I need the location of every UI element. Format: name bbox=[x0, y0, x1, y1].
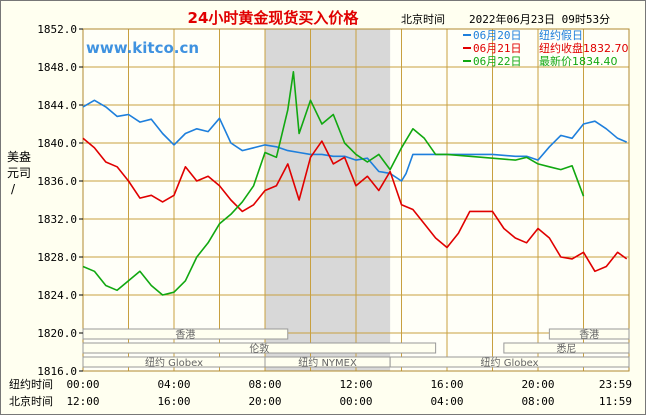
market-band bbox=[548, 328, 630, 340]
ny-time-tick: 04:00 bbox=[157, 378, 190, 391]
y-tick-label: 1828.0 bbox=[37, 251, 77, 264]
y-tick-label: 1832.0 bbox=[37, 213, 77, 226]
market-band-label: 纽约 NYMEX bbox=[298, 356, 357, 369]
legend-series-name: 06月20日 bbox=[473, 29, 522, 42]
y-tick-label: 1836.0 bbox=[37, 175, 77, 188]
bj-time-tick: 12:00 bbox=[66, 395, 99, 408]
y-tick-label: 1852.0 bbox=[37, 23, 77, 36]
y-tick-label: 1824.0 bbox=[37, 289, 77, 302]
series-line-3 bbox=[82, 71, 585, 296]
market-band-label: 纽约 Globex bbox=[481, 356, 539, 369]
legend-series-name: 06月22日 bbox=[473, 55, 522, 68]
market-band bbox=[503, 342, 630, 354]
y-axis-ticks: 1816.0 1820.0 1824.0 1828.0 1832.0 1836.0 1840… bbox=[37, 23, 83, 378]
price-series bbox=[82, 71, 628, 296]
ny-time-tick: 08:00 bbox=[248, 378, 281, 391]
y-tick-label: 1848.0 bbox=[37, 61, 77, 74]
beijing-time-label: 北京时间 bbox=[401, 12, 445, 26]
market-band-label: 纽约 Globex bbox=[145, 356, 203, 369]
legend-series-note: 最新价1834.40 bbox=[539, 54, 618, 68]
y-axis-label-char: 美 bbox=[7, 150, 19, 164]
current-timestamp: 2022年06月23日 09时53分 bbox=[469, 12, 610, 26]
ny-time-axis-label: 纽约时间 bbox=[9, 377, 53, 391]
y-tick-label: 1844.0 bbox=[37, 99, 77, 112]
bj-time-tick: 04:00 bbox=[430, 395, 463, 408]
nymex-shaded-region bbox=[265, 29, 391, 371]
ny-time-tick: 20:00 bbox=[521, 378, 554, 391]
market-band bbox=[82, 328, 289, 340]
bj-time-tick: 16:00 bbox=[157, 395, 190, 408]
y-axis-label-char: 元 bbox=[7, 166, 19, 180]
market-band-label: 香港 bbox=[175, 329, 195, 341]
market-band-label: 香港 bbox=[579, 329, 599, 341]
y-tick-label: 1820.0 bbox=[37, 327, 77, 340]
y-axis-label-char: 盎 bbox=[19, 150, 31, 164]
series-line-2 bbox=[82, 137, 628, 273]
bj-time-axis-label: 北京时间 bbox=[9, 394, 53, 408]
chart-title: 24小时黄金现货买入价格 bbox=[188, 9, 360, 27]
market-band bbox=[82, 342, 437, 354]
y-tick-label: 1816.0 bbox=[37, 365, 77, 378]
ny-time-tick: 16:00 bbox=[430, 378, 463, 391]
y-tick-label: 1840.0 bbox=[37, 137, 77, 150]
ny-time-tick: 00:00 bbox=[66, 378, 99, 391]
series-line-1 bbox=[82, 99, 628, 182]
market-band-label: 悉尼 bbox=[556, 343, 576, 355]
bj-time-tick: 20:00 bbox=[248, 395, 281, 408]
market-band bbox=[389, 356, 630, 368]
legend: 06月20日 纽约假日 06月21日 纽约收盘1832.70 06月22日 最新价1834… bbox=[463, 28, 629, 68]
bj-time-tick: 08:00 bbox=[521, 395, 554, 408]
y-axis-label-char: 司 bbox=[19, 166, 31, 180]
market-band-label: 伦敦 bbox=[249, 342, 269, 355]
y-axis-label: 美元 / 盎司 bbox=[7, 150, 31, 196]
watermark: www.kitco.cn bbox=[86, 39, 199, 57]
plot-border bbox=[82, 28, 630, 372]
legend-series-name: 06月21日 bbox=[473, 42, 522, 55]
bj-time-tick: 11:59 bbox=[599, 395, 632, 408]
bj-time-tick: 00:00 bbox=[339, 395, 372, 408]
legend-series-note: 纽约假日 bbox=[539, 28, 583, 42]
y-axis-label-char: / bbox=[11, 182, 16, 196]
legend-series-note: 纽约收盘1832.70 bbox=[539, 41, 629, 55]
ny-time-tick: 23:59 bbox=[599, 378, 632, 391]
ny-time-tick: 12:00 bbox=[339, 378, 372, 391]
grid-lines bbox=[82, 28, 630, 372]
